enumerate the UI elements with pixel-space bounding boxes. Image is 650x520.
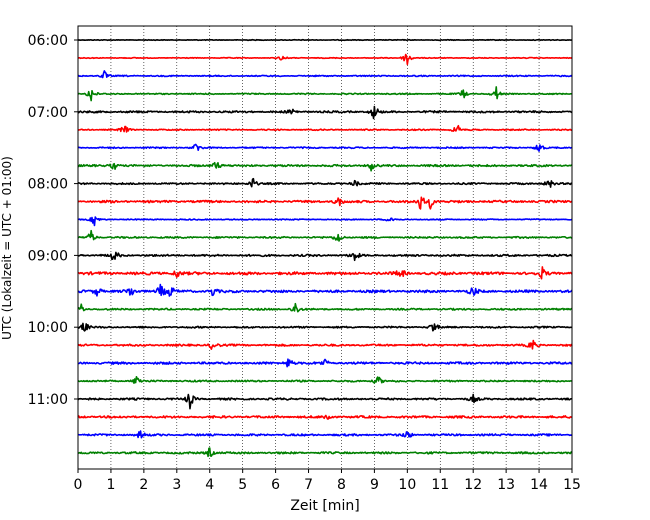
x-tick-label: 2 [139,477,148,493]
trace-line [77,196,573,210]
x-tick-label: 0 [74,477,83,493]
trace-line [77,283,573,297]
x-axis-label: Zeit [min] [290,498,359,514]
x-tick-label: 10 [398,477,416,493]
y-axis-label: UTC (Lokalzeit = UTC + 01:00) [0,156,14,340]
trace-line [77,229,573,242]
trace-line [77,251,573,262]
trace-line [77,105,573,120]
x-tick-label: 7 [304,477,313,493]
x-tick-label: 5 [238,477,247,493]
trace-line [77,143,573,152]
trace-line [77,124,573,133]
plot-frame [77,25,573,470]
x-tick-label: 6 [271,477,280,493]
x-tick-label: 8 [337,477,346,493]
x-tick-label: 9 [370,477,379,493]
trace-line [77,302,573,313]
trace-line [77,86,573,102]
trace-line [77,414,573,420]
x-tick-label: 4 [205,477,214,493]
trace-line [77,358,573,368]
plot-background [78,26,572,469]
x-tick-label: 14 [530,477,548,493]
y-tick-label: 07:00 [28,105,68,121]
x-axis-ticks: 0 1 2 3 4 5 6 7 8 9 10 11 12 13 14 15 [74,469,581,493]
trace-line [77,216,573,227]
y-tick-label: 11:00 [28,392,68,408]
trace-line [77,70,573,79]
trace-line [77,393,573,410]
trace-line [77,266,573,280]
trace-group [77,38,573,458]
x-tick-label: 15 [563,477,581,493]
x-tick-label: 12 [464,477,482,493]
y-tick-label: 10:00 [28,320,68,336]
x-tick-label: 3 [172,477,181,493]
x-tick-label: 11 [431,477,449,493]
trace-line [77,375,573,384]
trace-line [77,177,573,188]
y-axis-ticks: 06:00 07:00 08:00 09:00 10:00 11:00 [28,33,78,408]
trace-line [77,339,573,350]
x-tick-label: 13 [497,477,515,493]
trace-line [78,430,573,439]
y-tick-label: 09:00 [28,248,68,264]
trace-line [77,53,573,66]
trace-line [77,447,573,458]
y-tick-label: 06:00 [28,33,68,49]
trace-line [77,38,573,42]
trace-line [77,161,573,172]
trace-line [77,322,573,332]
y-tick-label: 08:00 [28,177,68,193]
x-tick-label: 1 [106,477,115,493]
